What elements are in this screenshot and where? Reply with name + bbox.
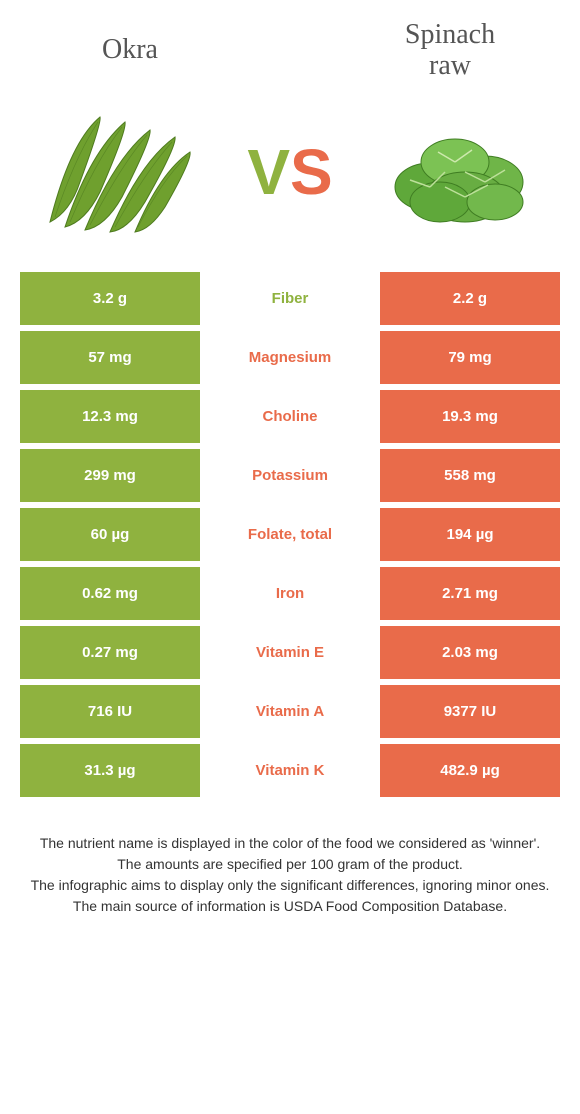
table-row: 0.27 mgVitamin E2.03 mg (20, 626, 560, 679)
table-row: 3.2 gFiber2.2 g (20, 272, 560, 325)
nutrient-name: Iron (200, 567, 380, 620)
table-row: 31.3 µgVitamin K482.9 µg (20, 744, 560, 797)
vs-label: VS (247, 135, 332, 209)
left-value: 31.3 µg (20, 744, 200, 797)
right-value: 79 mg (380, 331, 560, 384)
right-value: 19.3 mg (380, 390, 560, 443)
right-value: 2.03 mg (380, 626, 560, 679)
right-value: 194 µg (380, 508, 560, 561)
okra-image (30, 102, 210, 242)
table-row: 299 mgPotassium558 mg (20, 449, 560, 502)
left-value: 0.27 mg (20, 626, 200, 679)
nutrient-name: Vitamin A (200, 685, 380, 738)
nutrient-table: 3.2 gFiber2.2 g 57 mgMagnesium79 mg 12.3 m… (0, 272, 580, 797)
table-row: 60 µgFolate, total194 µg (20, 508, 560, 561)
left-value: 299 mg (20, 449, 200, 502)
footnote-line: The infographic aims to display only the… (20, 875, 560, 896)
left-value: 12.3 mg (20, 390, 200, 443)
vs-s: S (290, 136, 333, 208)
left-food-title: Okra (30, 35, 230, 66)
footnote-line: The amounts are specified per 100 gram o… (20, 854, 560, 875)
footnotes: The nutrient name is displayed in the co… (0, 803, 580, 917)
left-value: 3.2 g (20, 272, 200, 325)
right-value: 2.71 mg (380, 567, 560, 620)
left-value: 60 µg (20, 508, 200, 561)
table-row: 12.3 mgCholine19.3 mg (20, 390, 560, 443)
nutrient-name: Fiber (200, 272, 380, 325)
nutrient-name: Potassium (200, 449, 380, 502)
footnote-line: The main source of information is USDA F… (20, 896, 560, 917)
nutrient-name: Magnesium (200, 331, 380, 384)
nutrient-name: Choline (200, 390, 380, 443)
vs-v: V (247, 136, 290, 208)
nutrient-name: Vitamin E (200, 626, 380, 679)
spinach-image (370, 102, 550, 242)
right-value: 9377 IU (380, 685, 560, 738)
right-value: 558 mg (380, 449, 560, 502)
right-value: 482.9 µg (380, 744, 560, 797)
table-row: 0.62 mgIron2.71 mg (20, 567, 560, 620)
footnote-line: The nutrient name is displayed in the co… (20, 833, 560, 854)
left-value: 0.62 mg (20, 567, 200, 620)
right-food-title: Spinach raw (350, 20, 550, 82)
nutrient-name: Vitamin K (200, 744, 380, 797)
left-value: 57 mg (20, 331, 200, 384)
table-row: 57 mgMagnesium79 mg (20, 331, 560, 384)
nutrient-name: Folate, total (200, 508, 380, 561)
right-value: 2.2 g (380, 272, 560, 325)
left-value: 716 IU (20, 685, 200, 738)
images-row: VS (0, 92, 580, 272)
table-row: 716 IUVitamin A9377 IU (20, 685, 560, 738)
header: Okra Spinach raw (0, 0, 580, 92)
